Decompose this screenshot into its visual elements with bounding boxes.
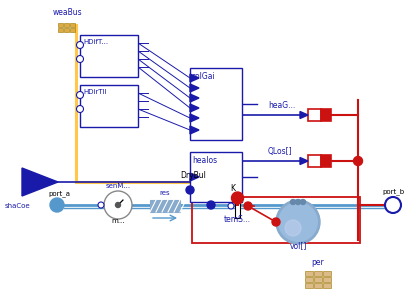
Bar bbox=[323, 271, 331, 276]
Text: QLos[]: QLos[] bbox=[268, 147, 293, 156]
Circle shape bbox=[50, 198, 64, 212]
Text: temS...: temS... bbox=[224, 215, 251, 224]
Bar bbox=[64, 23, 69, 27]
Polygon shape bbox=[300, 157, 308, 164]
Text: K: K bbox=[230, 184, 235, 193]
Bar bbox=[64, 28, 69, 32]
Text: m...: m... bbox=[111, 218, 125, 224]
Circle shape bbox=[272, 218, 280, 226]
Circle shape bbox=[385, 197, 401, 213]
Text: solGai: solGai bbox=[192, 72, 216, 81]
Text: heaG...: heaG... bbox=[268, 101, 295, 110]
Bar bbox=[314, 283, 322, 288]
Circle shape bbox=[98, 202, 104, 208]
Circle shape bbox=[116, 202, 121, 208]
Polygon shape bbox=[190, 104, 199, 112]
Bar bbox=[70, 28, 75, 32]
FancyBboxPatch shape bbox=[308, 155, 321, 167]
Circle shape bbox=[76, 91, 83, 99]
Polygon shape bbox=[190, 173, 199, 181]
Circle shape bbox=[285, 220, 301, 236]
Text: weaBus: weaBus bbox=[52, 8, 82, 17]
Bar bbox=[305, 271, 313, 276]
Polygon shape bbox=[190, 94, 199, 102]
Text: healos: healos bbox=[192, 156, 217, 165]
Circle shape bbox=[228, 203, 234, 209]
FancyBboxPatch shape bbox=[190, 152, 242, 202]
Polygon shape bbox=[190, 114, 199, 122]
Polygon shape bbox=[22, 168, 58, 196]
Circle shape bbox=[186, 186, 194, 194]
Bar bbox=[314, 277, 322, 282]
Circle shape bbox=[244, 202, 252, 210]
Bar bbox=[58, 23, 63, 27]
FancyBboxPatch shape bbox=[80, 35, 138, 77]
Polygon shape bbox=[190, 126, 199, 134]
Bar bbox=[314, 271, 322, 276]
Circle shape bbox=[231, 192, 244, 204]
Text: per: per bbox=[311, 258, 324, 267]
Text: port_a: port_a bbox=[48, 190, 70, 197]
Circle shape bbox=[76, 42, 83, 48]
Bar bbox=[323, 283, 331, 288]
FancyBboxPatch shape bbox=[150, 200, 180, 212]
Text: HDirTIl: HDirTIl bbox=[83, 89, 107, 95]
Text: res: res bbox=[160, 190, 170, 196]
Bar bbox=[58, 28, 63, 32]
FancyBboxPatch shape bbox=[308, 109, 321, 121]
Circle shape bbox=[354, 156, 362, 165]
Circle shape bbox=[278, 202, 318, 242]
Circle shape bbox=[76, 106, 83, 112]
Circle shape bbox=[207, 201, 215, 209]
Text: senM...: senM... bbox=[106, 183, 131, 189]
Circle shape bbox=[276, 200, 320, 244]
Polygon shape bbox=[190, 74, 199, 82]
Bar bbox=[323, 277, 331, 282]
Text: port_b: port_b bbox=[382, 188, 404, 195]
Circle shape bbox=[76, 55, 83, 63]
Bar bbox=[70, 23, 75, 27]
FancyBboxPatch shape bbox=[190, 68, 242, 140]
Text: shaCoe: shaCoe bbox=[5, 203, 30, 209]
Bar bbox=[305, 283, 313, 288]
Circle shape bbox=[104, 191, 132, 219]
FancyBboxPatch shape bbox=[235, 200, 240, 218]
Circle shape bbox=[296, 200, 301, 205]
Text: HDifT...: HDifT... bbox=[83, 39, 108, 45]
Bar bbox=[305, 277, 313, 282]
Polygon shape bbox=[300, 111, 308, 119]
Text: vol[]: vol[] bbox=[289, 241, 306, 250]
Circle shape bbox=[291, 200, 296, 205]
FancyBboxPatch shape bbox=[321, 109, 331, 121]
FancyBboxPatch shape bbox=[80, 85, 138, 127]
Polygon shape bbox=[190, 84, 199, 92]
FancyBboxPatch shape bbox=[321, 155, 331, 167]
FancyBboxPatch shape bbox=[236, 198, 239, 206]
Text: DryBul: DryBul bbox=[180, 171, 206, 180]
Circle shape bbox=[301, 200, 306, 205]
